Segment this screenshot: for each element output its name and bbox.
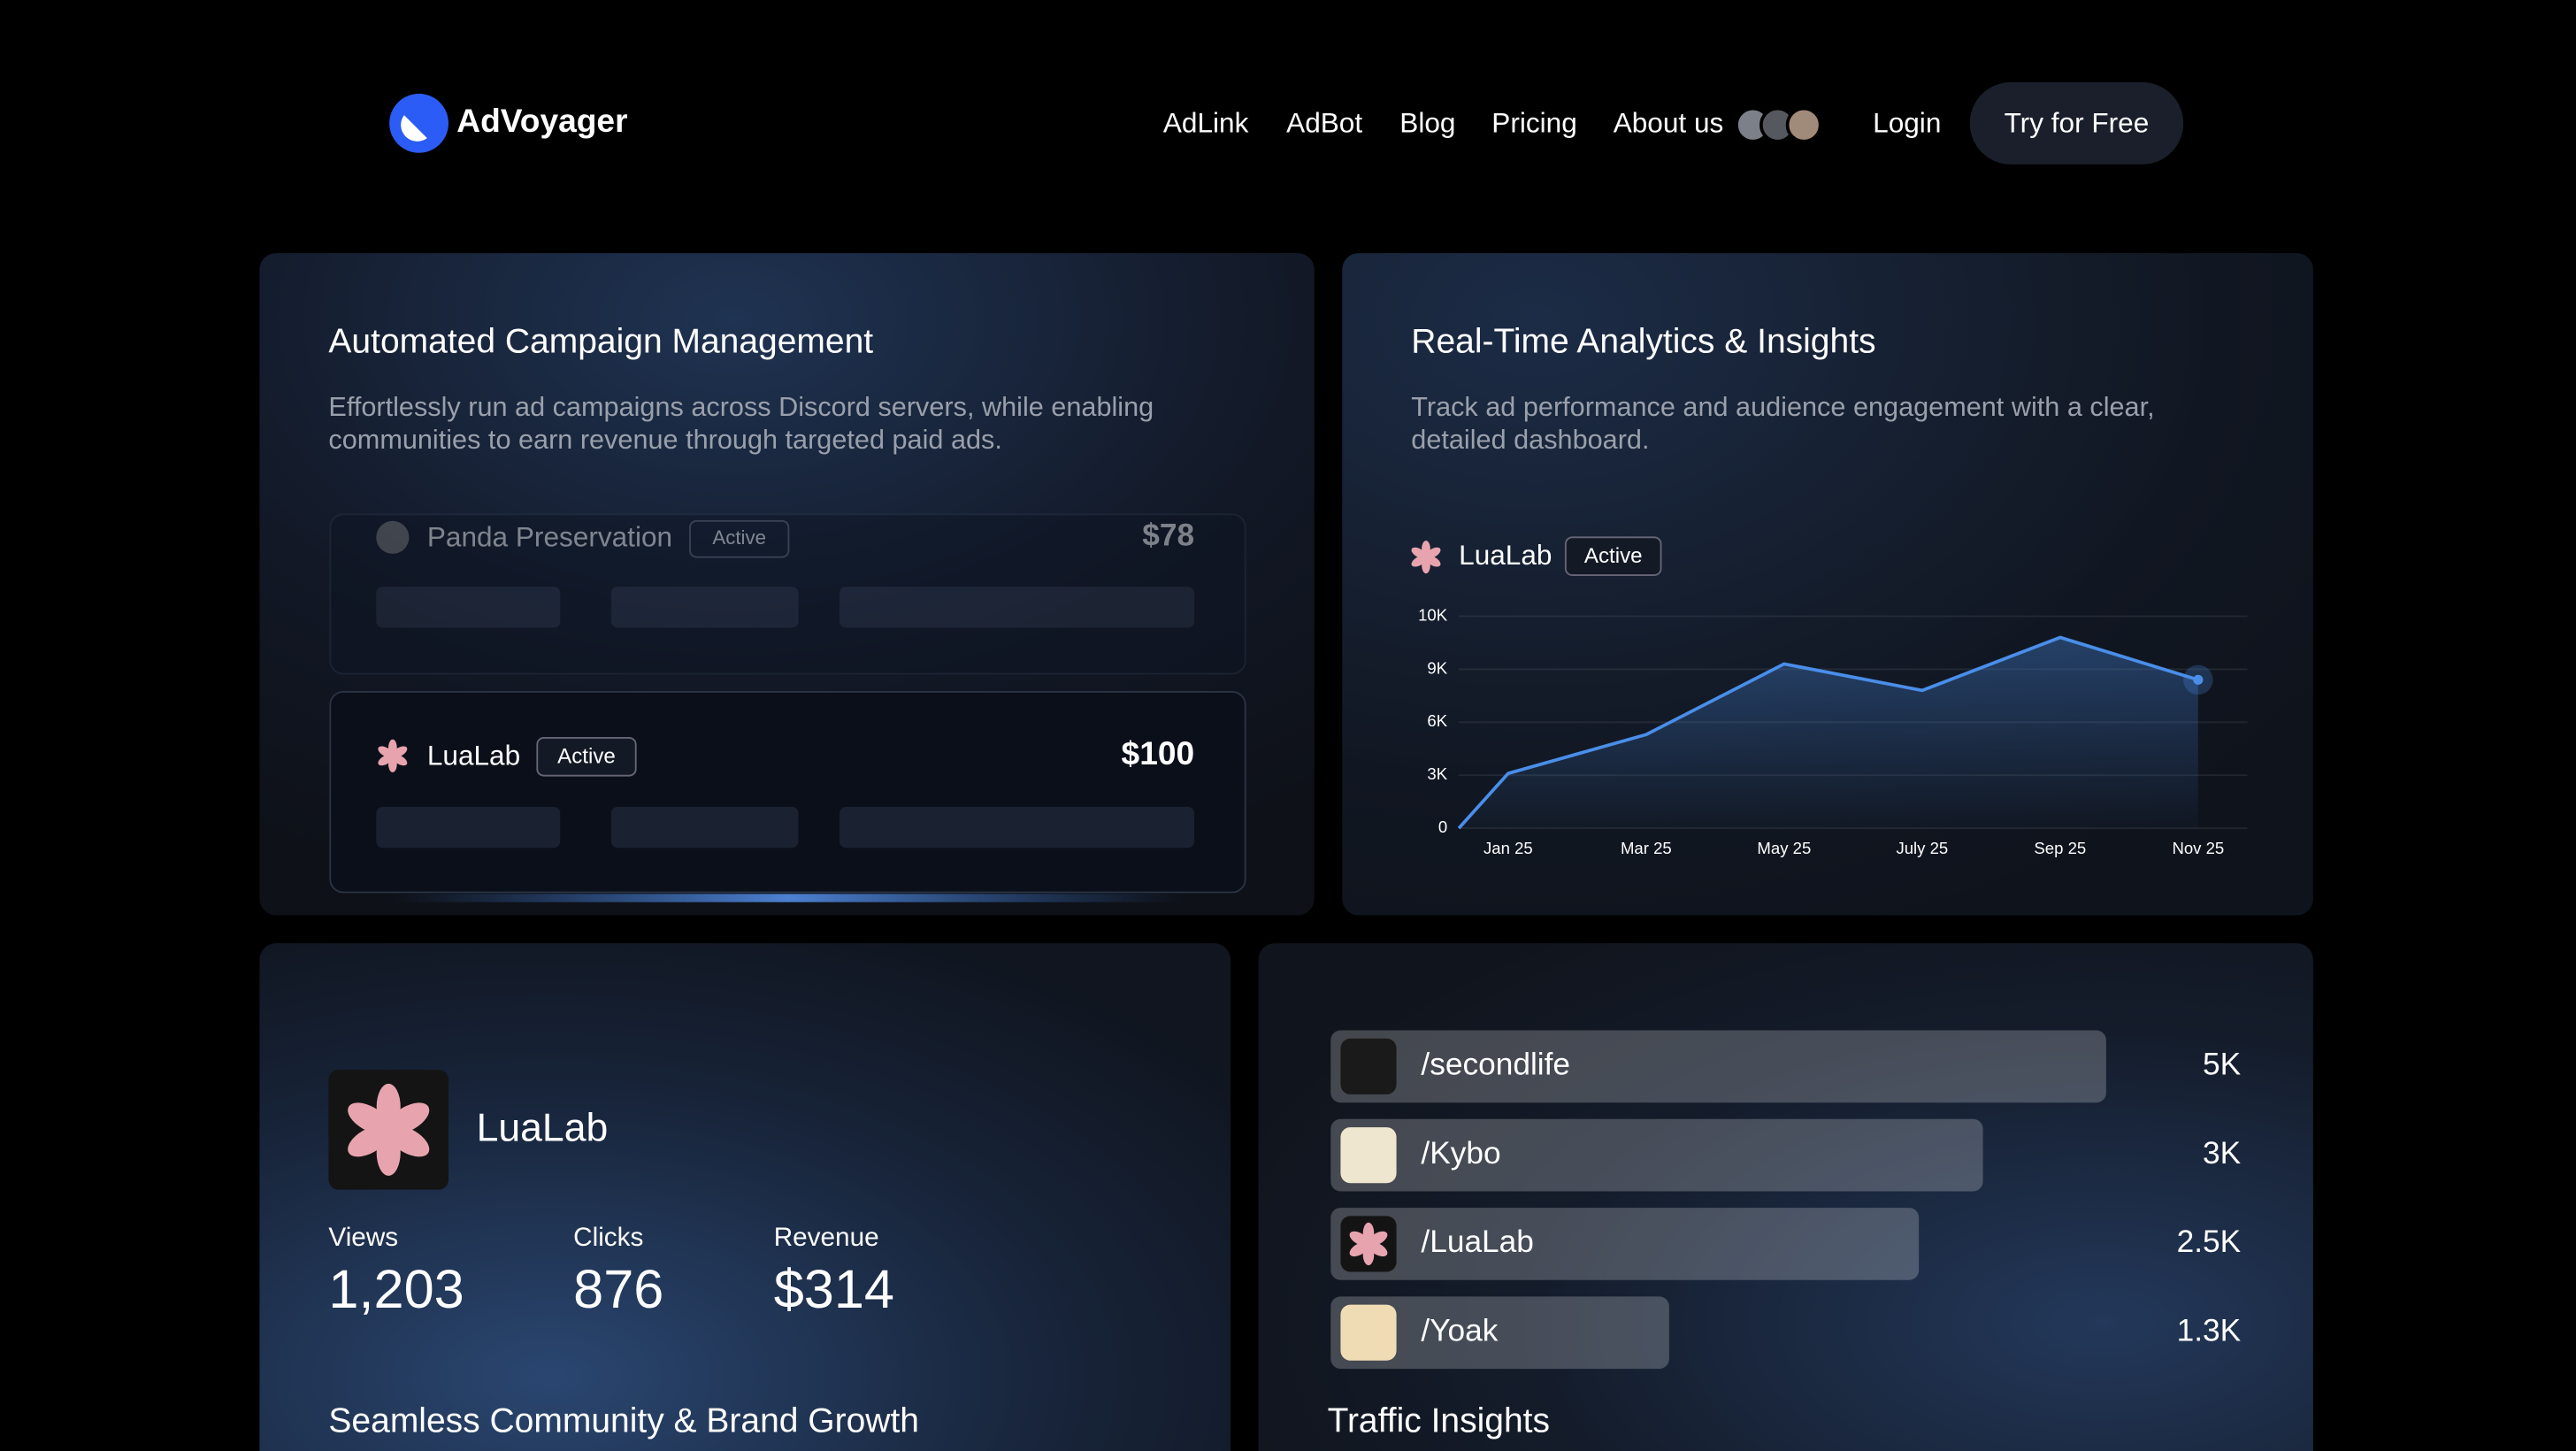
y-tick-label: 0 — [1438, 818, 1447, 836]
profile-card: LuaLab Views 1,203 Clicks 876 Revenue $3… — [259, 943, 1230, 1451]
card-title: Automated Campaign Management — [328, 323, 873, 361]
status-badge — [536, 737, 637, 777]
x-tick-label: Jan 25 — [1484, 839, 1533, 857]
traffic-name[interactable]: /Kybo — [1421, 1136, 1500, 1171]
status-badge — [1564, 536, 1662, 576]
status-label: Active — [557, 745, 616, 769]
campaign-amount: $78 — [1142, 518, 1194, 553]
avatar — [1785, 106, 1822, 143]
traffic-icon — [1340, 1038, 1397, 1094]
glow — [394, 894, 1184, 902]
status-badge — [689, 519, 790, 558]
nav-link[interactable]: Blog — [1399, 107, 1455, 139]
status-label: Active — [712, 526, 766, 549]
login-link[interactable]: Login — [1873, 107, 1941, 139]
x-tick-label: Sep 25 — [2034, 839, 2086, 857]
traffic-icon — [1340, 1304, 1397, 1361]
traffic-icon — [1340, 1127, 1397, 1184]
row-icon — [376, 520, 410, 554]
campaign-name: LuaLab — [427, 740, 520, 772]
nav-link[interactable]: AdBot — [1286, 107, 1362, 139]
row-box — [329, 691, 1246, 894]
x-tick-label: Nov 25 — [2172, 839, 2224, 857]
profile-name: LuaLab — [477, 1107, 609, 1150]
row-box — [329, 513, 1246, 675]
cta-button[interactable] — [1969, 81, 2184, 165]
nav-link[interactable]: About us — [1614, 107, 1724, 139]
point — [2193, 674, 2204, 685]
campaign-row: LuaLab Active $100 — [329, 691, 1246, 894]
x-tick-label: Mar 25 — [1621, 839, 1672, 857]
placeholder — [376, 587, 561, 628]
placeholder — [840, 806, 1195, 848]
traffic-pill[interactable] — [1330, 1118, 1983, 1192]
status-label: Active — [1584, 544, 1643, 568]
cta-label[interactable]: Try for Free — [2005, 107, 2150, 139]
navbar: AdVoyager AdLink AdBot Blog Pricing Abou… — [389, 81, 2184, 165]
campaign-amount: $100 — [1122, 734, 1195, 772]
stat-label: Revenue — [774, 1223, 879, 1252]
analytics-card: Real-Time Analytics & Insights Track ad … — [1342, 253, 2313, 916]
card-title: Real-Time Analytics & Insights — [1411, 323, 1875, 361]
traffic-name[interactable]: /secondlife — [1421, 1048, 1570, 1082]
campaign-name: Panda Preservation — [427, 521, 672, 553]
placeholder — [610, 587, 799, 628]
stat-label: Views — [328, 1223, 398, 1252]
y-tick-label: 10K — [1418, 605, 1448, 624]
campaign-row: Panda Preservation Active $78 — [329, 513, 1246, 675]
area — [1459, 637, 2198, 829]
traffic-value: 3K — [2203, 1136, 2242, 1171]
line — [1457, 635, 2199, 830]
y-tick-label: 9K — [1427, 658, 1447, 677]
nav-link[interactable]: AdLink — [1163, 107, 1249, 139]
card-description: Track ad performance and audience engage… — [1411, 392, 2155, 456]
traffic-value: 2.5K — [2177, 1225, 2242, 1259]
x-tick-label: July 25 — [1896, 839, 1948, 857]
brand[interactable]: AdVoyager — [456, 102, 627, 139]
traffic-pill[interactable] — [1330, 1030, 2106, 1103]
logo-mark — [401, 115, 427, 142]
traffic-pill[interactable] — [1330, 1208, 1920, 1280]
card — [259, 943, 1230, 1451]
stat-value: $314 — [774, 1259, 894, 1319]
nav-link[interactable]: Pricing — [1491, 107, 1576, 139]
traffic-value: 1.3K — [2177, 1314, 2242, 1348]
stat-label: Clicks — [573, 1223, 643, 1252]
logo[interactable] — [389, 93, 448, 153]
card-title: Traffic Insights — [1328, 1402, 1550, 1440]
card-description: Effortlessly run ad campaigns across Dis… — [328, 392, 1154, 456]
traffic-name[interactable]: /Yoak — [1421, 1314, 1498, 1348]
stat-value: 876 — [573, 1259, 663, 1319]
brand-name: LuaLab — [1459, 539, 1552, 571]
card — [1258, 943, 2313, 1451]
card-description-text: Track ad performance and audience engage… — [1411, 392, 2155, 456]
stat-value: 1,203 — [328, 1259, 464, 1319]
traffic-card: /secondlife 5K /Kybo 3K /LuaLab 2.5K /Yo… — [1258, 943, 2313, 1451]
campaign-card: Automated Campaign Management Effortless… — [259, 253, 1315, 916]
card-description-text: Effortlessly run ad campaigns across Dis… — [328, 392, 1154, 456]
traffic-value: 5K — [2203, 1048, 2242, 1082]
traffic-name[interactable]: /LuaLab — [1421, 1225, 1533, 1259]
y-tick-label: 6K — [1427, 711, 1447, 730]
placeholder — [610, 806, 799, 848]
traffic-pill[interactable] — [1330, 1296, 1669, 1370]
x-tick-label: May 25 — [1757, 839, 1811, 857]
y-tick-label: 3K — [1427, 764, 1447, 783]
card-title: Seamless Community & Brand Growth — [328, 1402, 919, 1440]
placeholder — [840, 587, 1195, 628]
placeholder — [376, 806, 561, 848]
